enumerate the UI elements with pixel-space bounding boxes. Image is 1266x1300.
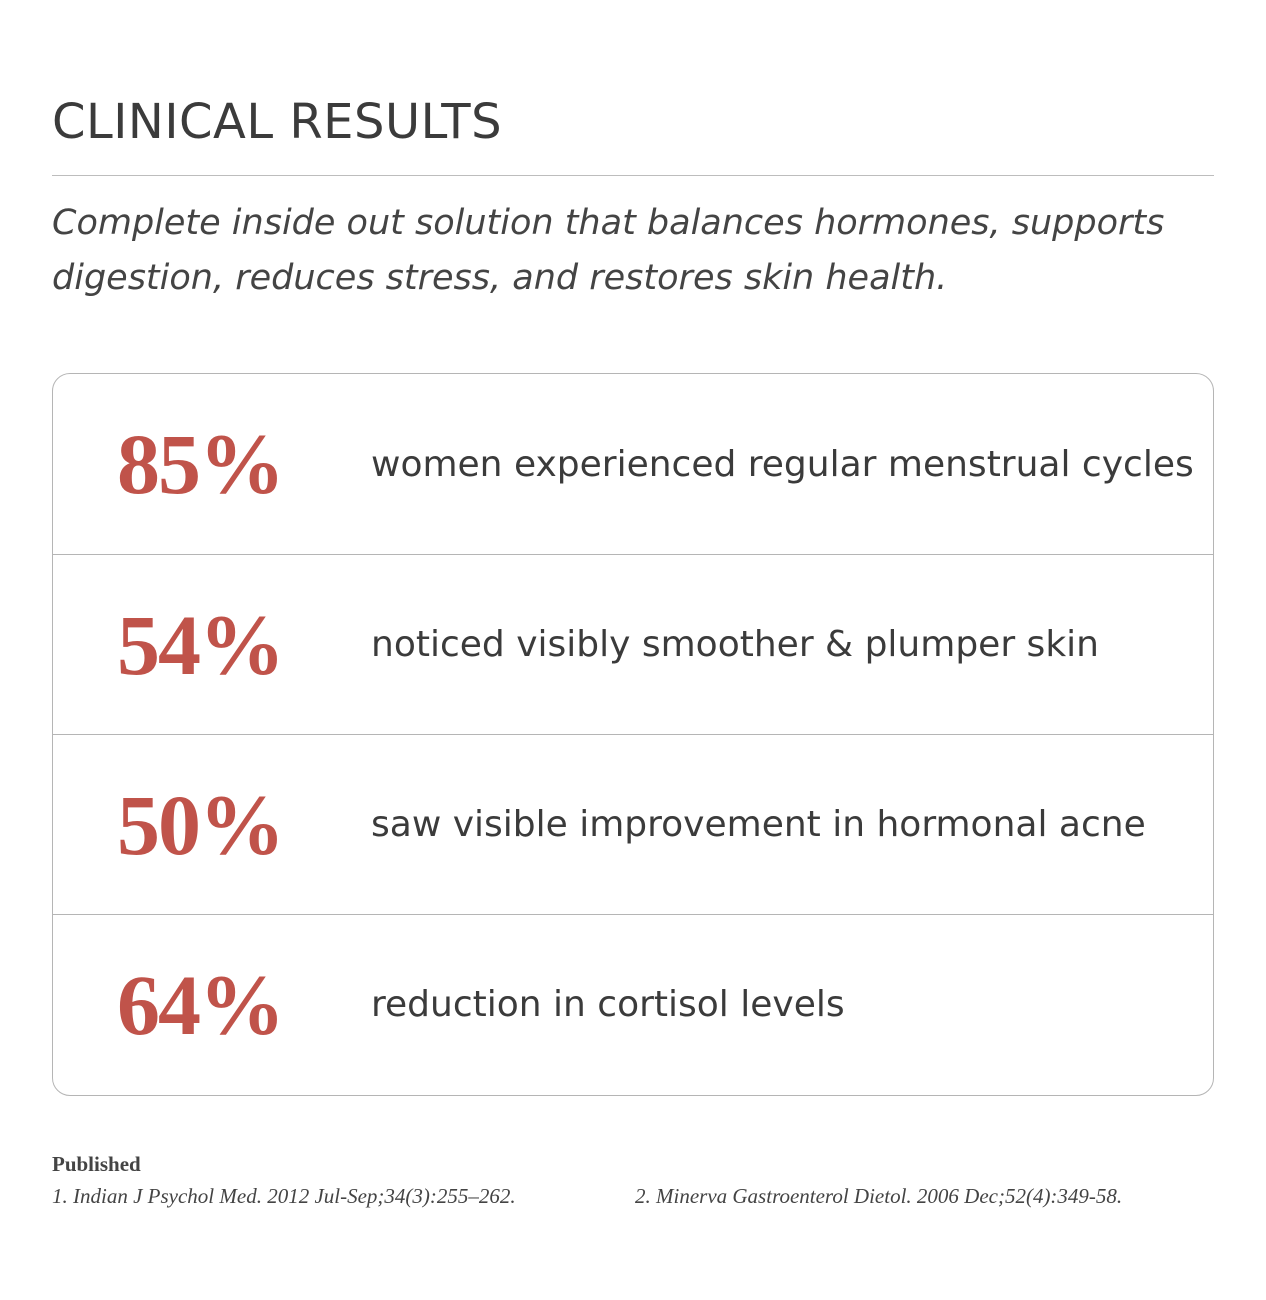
result-text: women experienced regular menstrual cycl… xyxy=(371,443,1194,485)
result-text: reduction in cortisol levels xyxy=(371,984,845,1025)
reference: 1. Indian J Psychol Med. 2012 Jul-Sep;34… xyxy=(52,1184,516,1208)
stat: 50% xyxy=(117,776,285,873)
result-row: 85% women experienced regular menstrual c… xyxy=(53,374,1213,554)
result-row: 54% noticed visibly smoother & plumper sk… xyxy=(53,554,1213,734)
results-box: 85% women experienced regular menstrual c… xyxy=(52,373,1214,1096)
result-row: 50% saw visible improvement in hormonal a… xyxy=(53,734,1213,914)
reference: 2. Minerva Gastroenterol Dietol. 2006 De… xyxy=(635,1184,1123,1208)
result-text: saw visible improvement in hormonal acne xyxy=(371,804,1146,845)
stat: 85% xyxy=(117,416,285,512)
title: CLINICAL RESULTS xyxy=(52,94,503,150)
stat: 64% xyxy=(117,956,285,1053)
result-row: 64% reduction in cortisol levels xyxy=(53,914,1213,1094)
published-label: Published xyxy=(52,1152,141,1176)
result-text: noticed visibly smoother & plumper skin xyxy=(371,624,1099,665)
divider xyxy=(52,175,1214,176)
subtitle: Complete inside out solution that balanc… xyxy=(52,203,1165,298)
stat: 54% xyxy=(117,596,285,693)
